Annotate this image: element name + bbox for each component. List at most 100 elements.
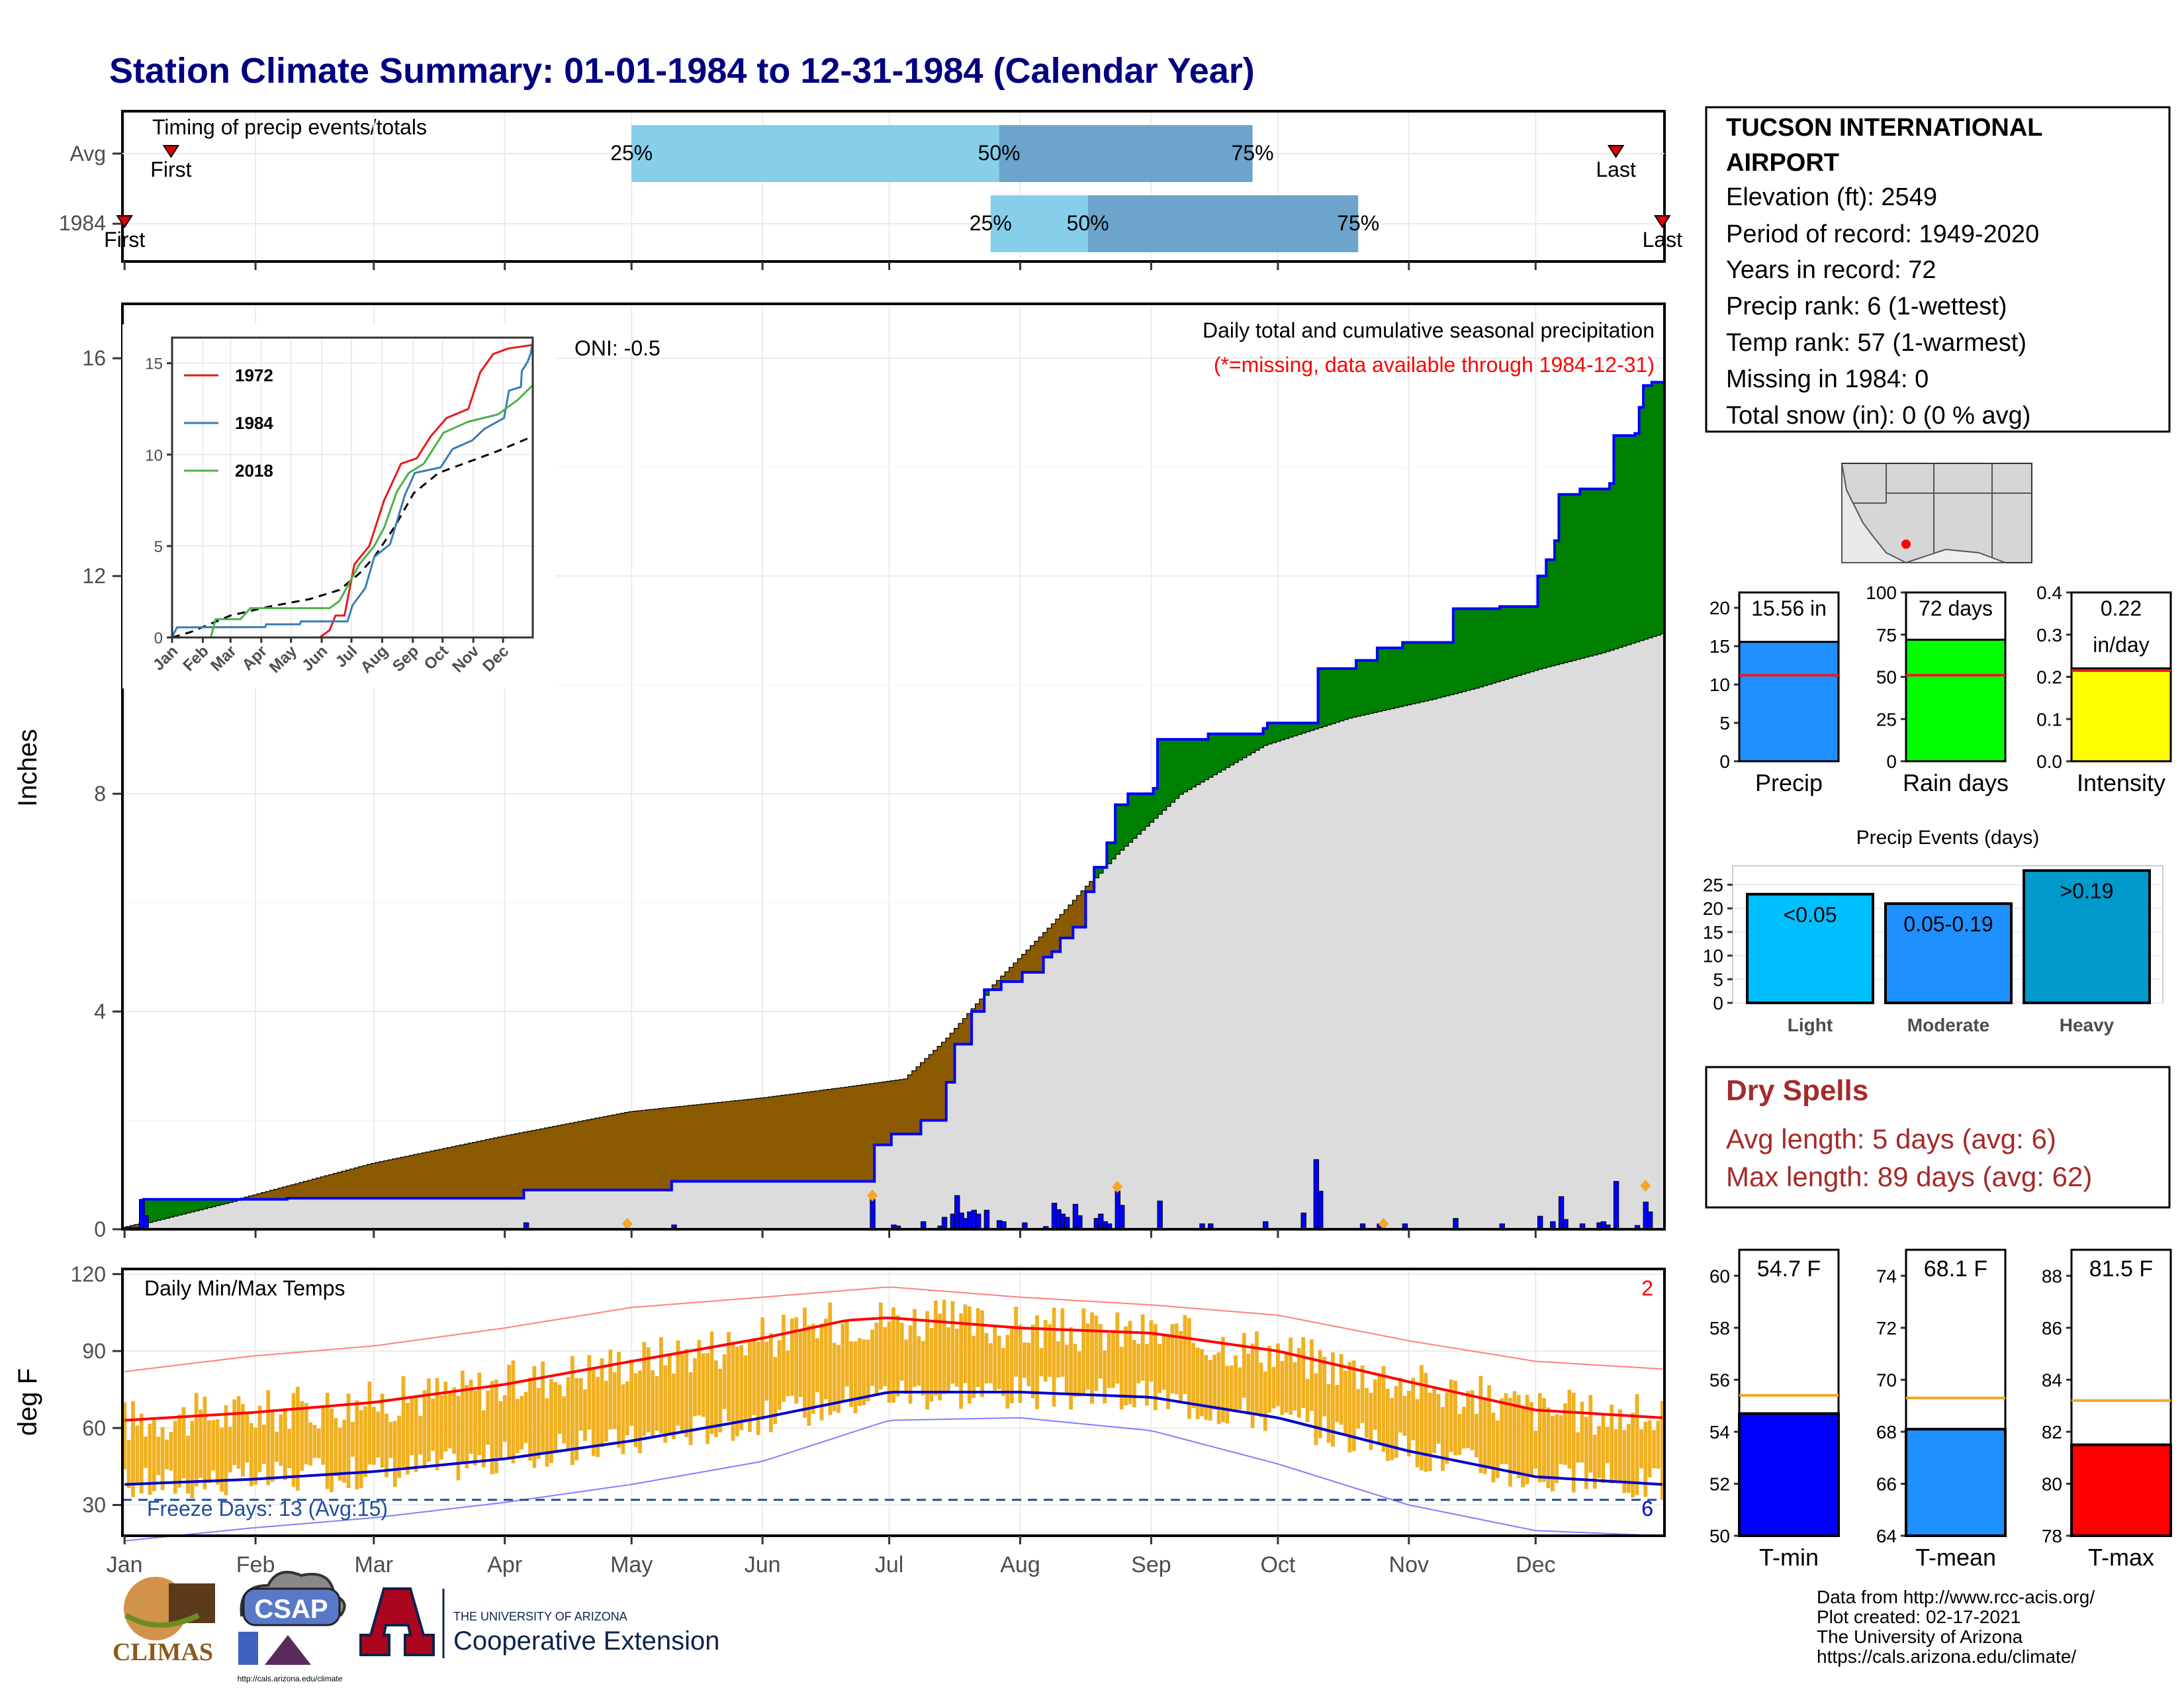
inset-series-1984 [171,341,534,638]
precip-ytick-label: 0 [94,1217,106,1241]
station-snow: Total snow (in): 0 (0 % avg) [1726,402,2030,430]
daily-temp-bar [296,1387,300,1491]
daily-temp-bar [1103,1350,1107,1404]
daily-temp-bar [929,1328,934,1402]
daily-temp-bar [731,1344,735,1441]
oni-label: ONI: -0.5 [574,336,660,360]
quartile-label: 50% [978,141,1021,165]
daily-temp-bar [1601,1414,1606,1483]
precip-caption: Daily total and cumulative seasonal prec… [1203,318,1655,342]
daily-temp-bar [253,1427,257,1485]
daily-temp-bar [511,1360,516,1464]
dry-frame [1705,1066,2171,1209]
temp-mini-category: T-min [1759,1544,1819,1571]
daily-temp-bar [1149,1320,1154,1382]
daily-temp-bar [206,1420,211,1483]
daily-temp-bar [748,1339,752,1432]
daily-temp-bar [160,1427,165,1491]
daily-temp-bar [1588,1395,1593,1473]
daily-temp-bar [1314,1373,1318,1446]
daily-temp-bar [727,1332,731,1422]
temp-mini-ytick-label: 72 [1876,1318,1897,1338]
daily-temp-bar [794,1317,799,1404]
daily-temp-bar [807,1325,811,1426]
temp-ytick-label: 120 [71,1262,106,1286]
daily-temp-bar [355,1400,359,1489]
temp-ytick-label: 30 [82,1493,106,1517]
daily-temp-bar [228,1427,232,1473]
daily-temp-bar [1576,1432,1580,1463]
record-min-line [124,1417,1662,1542]
last-event-marker [1653,215,1671,228]
quartile-box-upper [1087,195,1359,252]
mini-ytick-label: 0.2 [2036,667,2062,688]
daily-temp-bar [1390,1397,1394,1460]
daily-temp-bar [566,1377,570,1450]
temp-mini-ytick-label: 64 [1876,1526,1897,1546]
daily-temp-bar [1158,1343,1162,1393]
daily-temp-bar [1305,1379,1310,1423]
daily-temp-bar [194,1393,199,1487]
temp-mini-value-t-max [2070,1443,2172,1537]
daily-temp-bar [815,1338,819,1393]
daily-temp-bar [1107,1333,1111,1388]
events-ytick-label: 0 [1713,993,1723,1013]
daily-temp-bar [156,1436,161,1476]
temp-daily-bars [122,1299,1664,1500]
first-event-marker [116,215,134,228]
daily-precip-bar [1157,1200,1163,1230]
daily-temp-bar [169,1432,173,1471]
daily-temp-bar [752,1338,756,1415]
daily-temp-bar [401,1376,406,1468]
daily-temp-bar [709,1331,714,1434]
temp-title: Daily Min/Max Temps [144,1276,345,1300]
mini-ytick-label: 75 [1876,625,1897,645]
temp-ytick-label: 60 [82,1416,106,1440]
inset-legend-label: 1972 [235,365,273,385]
daily-temp-bar [1204,1355,1208,1420]
daily-temp-bar [1432,1385,1436,1453]
daily-temp-bar [1618,1409,1622,1482]
daily-temp-bar [414,1397,418,1472]
daily-temp-bar [1546,1407,1551,1489]
daily-temp-bar [380,1393,385,1468]
daily-temp-bar [591,1368,596,1456]
daily-temp-bar [148,1423,152,1495]
daily-precip-bar [983,1209,990,1230]
daily-temp-bar [1369,1393,1373,1450]
events-ytick-label: 20 [1703,898,1723,919]
daily-temp-bar [270,1409,275,1482]
daily-temp-bar [122,1402,127,1470]
daily-temp-bar [1525,1395,1529,1485]
page-title: Station Climate Summary: 01-01-1984 to 1… [109,51,1255,91]
daily-temp-bar [1005,1335,1010,1409]
daily-temp-bar [1592,1434,1597,1489]
daily-temp-bar [959,1313,964,1409]
daily-temp-bar [494,1380,498,1474]
daily-temp-bar [325,1392,330,1489]
station-years: Years in record: 72 [1726,256,1936,284]
daily-temp-bar [680,1353,684,1433]
daily-temp-bar [557,1384,562,1434]
daily-temp-bar [621,1384,625,1454]
daily-temp-bar [283,1408,287,1480]
daily-temp-bar [1449,1380,1453,1452]
daily-temp-bar [1039,1348,1044,1377]
daily-temp-bar [1622,1430,1627,1493]
daily-temp-bar [1542,1397,1546,1482]
daily-temp-bar [612,1372,617,1429]
daily-precip-bar [1119,1205,1125,1230]
daily-temp-bar [1533,1430,1538,1469]
temperature-bar-charts: 50 52 54 56 58 60 54.7 F T-min 64 66 68 70 72 74 68.1 … [1709,1248,2172,1571]
daily-temp-bar [938,1313,942,1401]
daily-temp-bar [583,1389,587,1441]
temp-mini-ytick-label: 56 [1709,1370,1730,1390]
first-event-marker [162,145,180,158]
events-bar-label: 0.05-0.19 [1903,912,1993,936]
daily-temp-bar [769,1333,773,1432]
daily-temp-bar [1255,1331,1259,1415]
temp-ytick-label: 90 [82,1339,106,1363]
daily-temp-bar [908,1325,913,1404]
daily-temp-bar [447,1392,452,1449]
daily-temp-bar [152,1419,156,1491]
